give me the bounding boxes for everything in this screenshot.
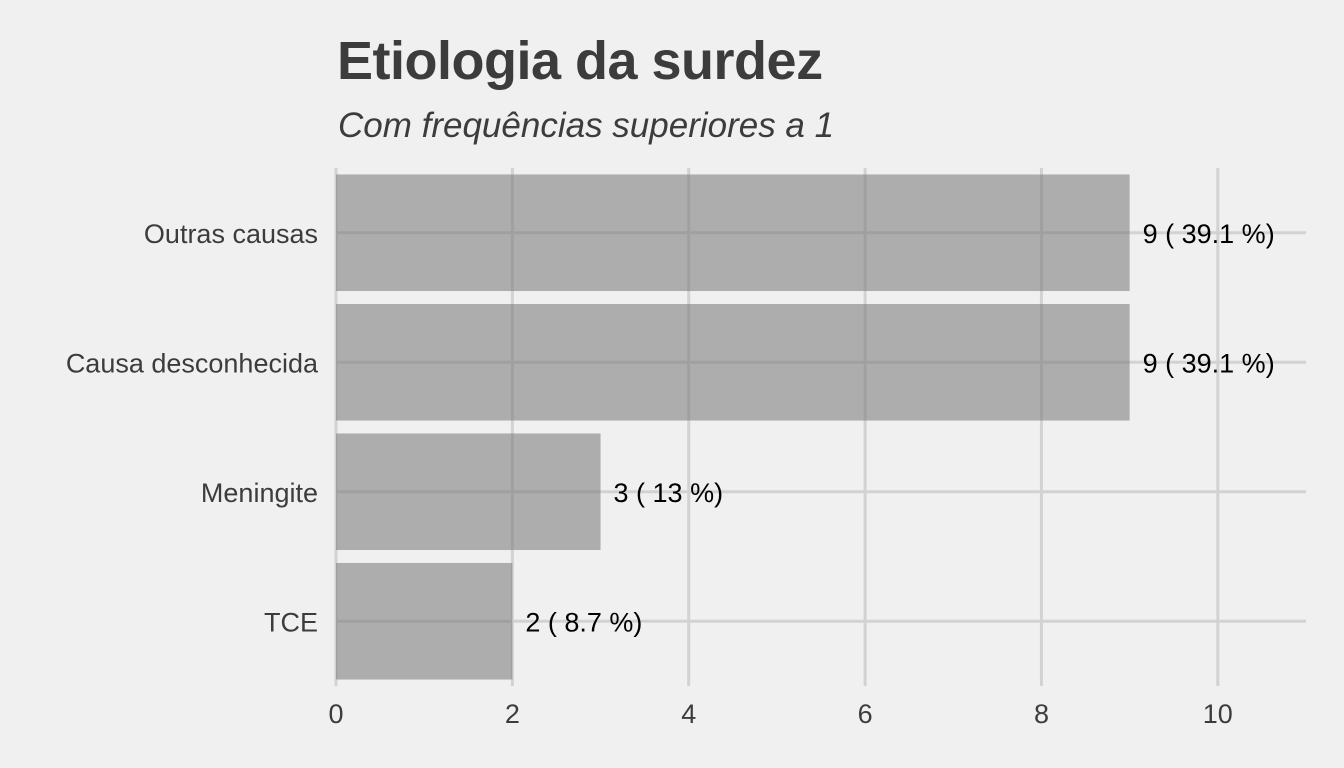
data-label: 2 ( 8.7 %) (525, 607, 642, 637)
x-tick-label: 8 (1034, 699, 1049, 729)
x-tick-label: 6 (858, 699, 873, 729)
category-label: Meningite (201, 478, 318, 508)
x-tick-label: 4 (681, 699, 696, 729)
bar (336, 433, 601, 551)
category-label: TCE (264, 607, 318, 637)
data-label: 9 ( 39.1 %) (1143, 219, 1275, 249)
bar (336, 562, 513, 680)
data-label: 3 ( 13 %) (614, 478, 724, 508)
chart-title: Etiologia da surdez (337, 31, 823, 91)
category-label: Causa desconhecida (66, 348, 319, 378)
x-tick-label: 10 (1203, 699, 1233, 729)
chart-subtitle: Com frequências superiores a 1 (338, 106, 835, 145)
bar (336, 303, 1130, 421)
x-tick-label: 2 (505, 699, 520, 729)
category-label: Outras causas (144, 219, 318, 249)
data-label: 9 ( 39.1 %) (1143, 348, 1275, 378)
bar (336, 174, 1130, 292)
x-tick-label: 0 (328, 699, 343, 729)
